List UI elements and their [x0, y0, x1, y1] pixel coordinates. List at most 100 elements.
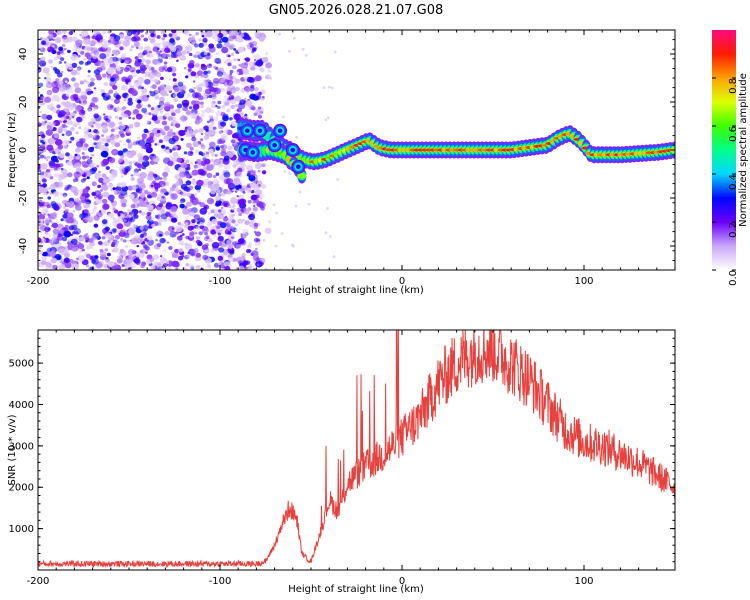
noise-speck [202, 183, 208, 188]
noise-speck [177, 235, 183, 241]
noise-speck [246, 165, 253, 171]
noise-speck [158, 53, 162, 57]
noise-speck [70, 69, 78, 76]
noise-speck [239, 99, 246, 105]
noise-speck [51, 222, 59, 229]
noise-speck [324, 118, 328, 122]
noise-speck [83, 101, 88, 105]
noise-speck [92, 54, 98, 60]
noise-speck [91, 125, 94, 128]
noise-speck [122, 106, 127, 110]
noise-speck [64, 208, 69, 213]
noise-speck [215, 110, 223, 117]
noise-speck [199, 207, 208, 215]
noise-speck [134, 121, 141, 128]
noise-speck [143, 128, 149, 133]
noise-speck [88, 147, 94, 153]
noise-speck [38, 202, 44, 207]
noise-speck [53, 67, 58, 71]
noise-speck [38, 237, 42, 244]
noise-speck [110, 128, 115, 132]
noise-speck [239, 265, 245, 270]
noise-speck [228, 257, 234, 262]
noise-speck [56, 30, 62, 36]
noise-speck [76, 116, 83, 123]
noise-speck [245, 187, 252, 193]
noise-speck [221, 148, 227, 154]
noise-speck [208, 141, 216, 148]
noise-speck [249, 182, 256, 188]
noise-speck [98, 240, 103, 245]
noise-speck [121, 84, 128, 91]
noise-speck [156, 262, 162, 267]
noise-speck [60, 57, 65, 61]
noise-speck [236, 171, 243, 178]
noise-speck [153, 173, 156, 176]
noise-speck [189, 151, 193, 155]
noise-speck [336, 178, 339, 181]
noise-speck [146, 211, 152, 217]
noise-speck [176, 103, 183, 109]
noise-speck [129, 30, 137, 35]
track-blob [272, 142, 277, 148]
noise-speck [264, 227, 272, 234]
noise-speck [90, 90, 94, 94]
noise-speck [248, 170, 256, 177]
noise-speck [181, 50, 187, 55]
noise-speck [210, 158, 214, 163]
y-tick-label: -40 [18, 238, 29, 254]
noise-speck [220, 134, 229, 141]
spectrogram-y-label: Frequency (Hz) [7, 112, 18, 188]
noise-speck [228, 35, 235, 42]
noise-speck [80, 91, 87, 97]
chart-title: GN05.2026.028.21.07.G08 [269, 3, 444, 18]
noise-speck [70, 238, 78, 245]
noise-speck [220, 121, 227, 127]
noise-speck [197, 87, 203, 92]
noise-speck [70, 186, 78, 193]
noise-speck [280, 232, 284, 235]
noise-speck [220, 87, 226, 92]
noise-speck [210, 249, 215, 253]
noise-speck [83, 79, 87, 83]
noise-speck [215, 145, 221, 150]
noise-speck [108, 183, 113, 188]
snr-y-ticks: 1000 2000 3000 4000 5000 [9, 337, 675, 563]
noise-speck [41, 178, 47, 183]
noise-speck [119, 238, 123, 242]
noise-speck [46, 104, 53, 110]
noise-speck [164, 47, 171, 54]
noise-speck [207, 237, 213, 243]
colorbar: 0.0 0.2 0.4 0.6 0.8 Normalized spectral ampl… [712, 30, 749, 286]
noise-speck [104, 248, 108, 252]
noise-speck [224, 95, 229, 100]
noise-speck [118, 123, 126, 130]
noise-speck [258, 36, 265, 42]
noise-speck [100, 47, 106, 52]
noise-speck [171, 112, 176, 117]
noise-speck [158, 66, 166, 73]
noise-speck [120, 189, 128, 196]
noise-speck [255, 257, 260, 262]
noise-speck [66, 160, 73, 166]
noise-speck [124, 35, 131, 42]
noise-speck [63, 101, 72, 108]
noise-speck [188, 106, 193, 110]
noise-speck [132, 117, 135, 120]
noise-speck [201, 227, 209, 234]
noise-speck [234, 211, 237, 214]
noise-speck [63, 47, 67, 51]
noise-speck [141, 225, 149, 232]
noise-speck [186, 166, 191, 171]
noise-speck [238, 212, 243, 217]
noise-speck [328, 235, 332, 238]
noise-speck [122, 113, 128, 118]
noise-speck [217, 105, 221, 109]
noise-speck [244, 220, 250, 226]
noise-speck [228, 30, 235, 37]
noise-speck [228, 45, 234, 50]
noise-speck [248, 213, 256, 221]
noise-speck [61, 139, 69, 146]
noise-speck [76, 67, 81, 72]
noise-speck [241, 253, 246, 257]
